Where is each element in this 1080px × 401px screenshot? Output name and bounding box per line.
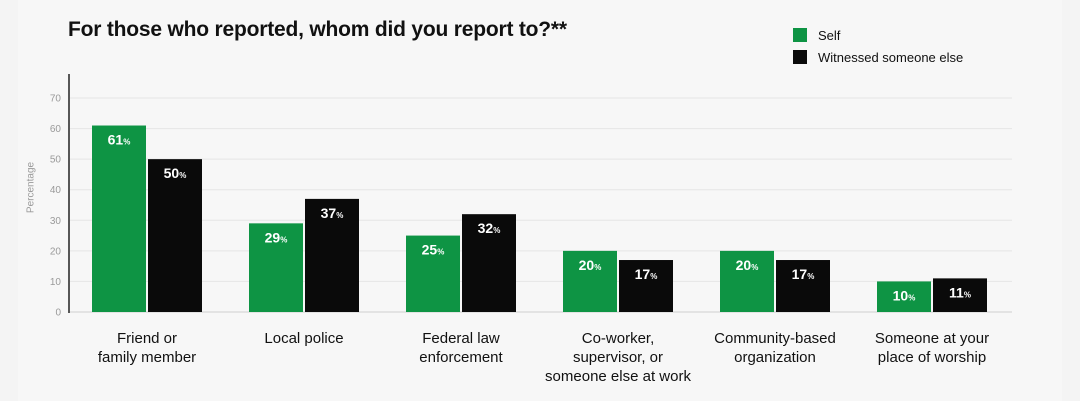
bar: [148, 159, 202, 312]
chart-title: For those who reported, whom did you rep…: [68, 18, 567, 41]
legend-swatch-witnessed: [793, 50, 807, 64]
x-tick-label: Local police: [264, 330, 343, 347]
y-tick-label: 20: [50, 246, 62, 257]
x-tick-label: enforcement: [419, 349, 503, 366]
x-tick-label: Someone at your: [875, 330, 989, 347]
y-tick-label: 50: [50, 155, 62, 166]
legend-label-self: Self: [818, 27, 841, 43]
x-tick-label: supervisor, or: [573, 349, 663, 366]
legend-item-self: Self: [793, 24, 963, 46]
bar: [406, 235, 460, 312]
data-label: 20%: [579, 257, 602, 273]
data-label: 61%: [108, 132, 131, 148]
x-tick-label: family member: [98, 349, 196, 366]
legend: Self Witnessed someone else: [793, 24, 963, 68]
x-tick-label: Friend or: [117, 330, 177, 347]
bar: [776, 260, 830, 312]
x-tick-label: organization: [734, 349, 816, 366]
data-label: 32%: [478, 220, 501, 236]
data-label: 11%: [949, 284, 971, 300]
bar: [249, 223, 303, 312]
data-label: 17%: [635, 266, 658, 282]
data-label: 10%: [893, 287, 916, 303]
legend-item-witnessed: Witnessed someone else: [793, 46, 963, 68]
data-label: 37%: [321, 205, 344, 221]
y-tick-label: 40: [50, 185, 62, 196]
data-label: 50%: [164, 165, 187, 181]
x-tick-label: Community-based: [714, 330, 836, 347]
y-tick-label: 30: [50, 216, 62, 227]
bar: [720, 250, 774, 312]
data-label: 20%: [736, 257, 759, 273]
x-tick-label: Federal law: [422, 330, 500, 347]
data-label: 25%: [422, 242, 445, 258]
legend-swatch-self: [793, 28, 807, 42]
bar: [877, 281, 931, 312]
y-tick-label: 10: [50, 277, 62, 288]
x-tick-label: place of worship: [878, 349, 986, 366]
bar: [933, 278, 987, 312]
data-label: 17%: [792, 266, 815, 282]
y-tick-label: 70: [50, 94, 62, 105]
bar: [305, 198, 359, 312]
x-tick-label: Co-worker,: [582, 330, 655, 347]
y-tick-label: 0: [55, 308, 61, 319]
legend-label-witnessed: Witnessed someone else: [818, 49, 964, 65]
bar: [462, 214, 516, 312]
x-tick-label: someone else at work: [545, 368, 691, 385]
data-label: 29%: [265, 229, 288, 245]
bar: [619, 260, 673, 312]
y-tick-label: 60: [50, 124, 62, 135]
bar: [563, 250, 617, 312]
bar: [92, 125, 146, 312]
